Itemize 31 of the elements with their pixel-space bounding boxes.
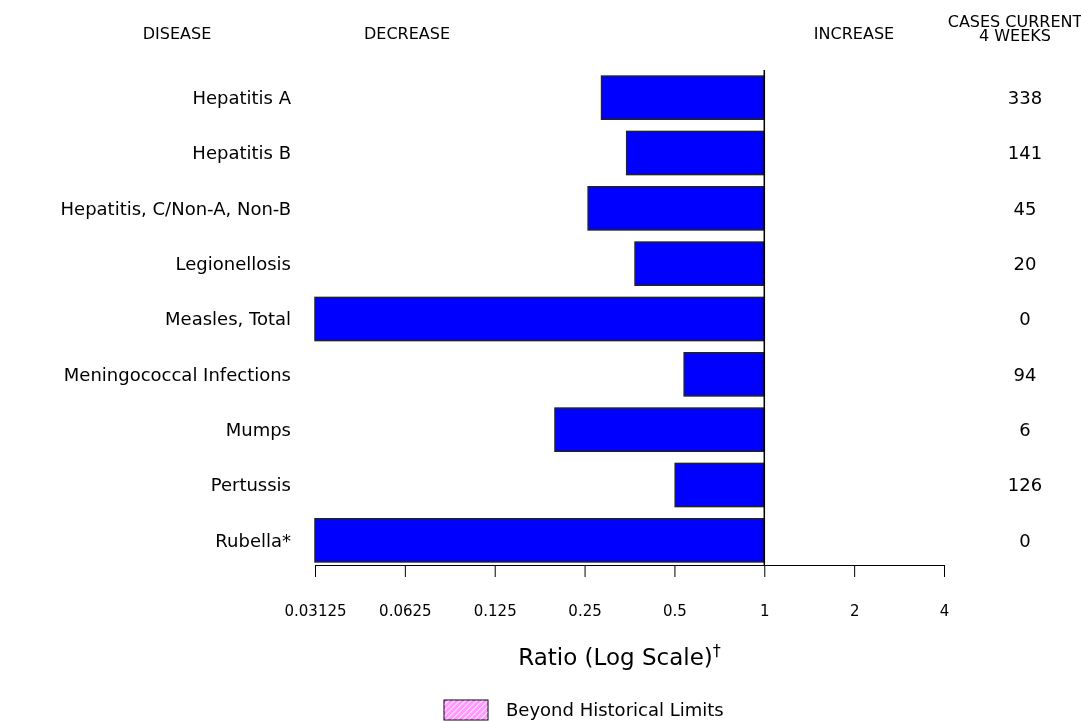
x-tick-label: 0.0625 xyxy=(379,601,432,620)
y-tick-label: Meningococcal Infections xyxy=(63,363,291,385)
text: DISEASE xyxy=(142,24,212,43)
x-tick-label: 0.03125 xyxy=(284,601,347,620)
text: 338 xyxy=(1007,86,1043,108)
text: 45 xyxy=(1013,197,1037,219)
text: 94 xyxy=(1013,363,1037,385)
y-tick-label: Rubella* xyxy=(215,529,291,551)
text: 0 xyxy=(1019,308,1031,330)
text: INCREASE xyxy=(813,24,895,43)
text: 0 xyxy=(1019,529,1031,551)
text: DECREASE xyxy=(363,24,451,43)
y-tick-label: Hepatitis, C/Non-A, Non-B xyxy=(60,197,291,219)
x-tick-label: 2 xyxy=(849,601,860,620)
x-axis-title: Ratio (Log Scale)$^{†}$ xyxy=(518,640,721,670)
x-tick-label: 1 xyxy=(760,601,770,620)
x-tick-label: 0.5 xyxy=(663,601,687,620)
text: 141 xyxy=(1007,142,1043,164)
x-tick-label: 4 xyxy=(939,601,950,620)
y-tick-label: Hepatitis B xyxy=(192,142,291,164)
legend-label: Beyond Historical Limits xyxy=(506,699,724,721)
text: 20 xyxy=(1013,252,1037,274)
y-tick-label: Legionellosis xyxy=(175,252,291,274)
y-tick-label: Hepatitis A xyxy=(192,86,292,108)
y-tick-label: Pertussis xyxy=(210,474,291,496)
text: 6 xyxy=(1019,418,1031,440)
x-tick-label: 0.25 xyxy=(568,601,602,620)
y-tick-label: Mumps xyxy=(225,418,291,440)
y-tick-label: Measles, Total xyxy=(165,308,291,330)
x-tick-label: 0.125 xyxy=(473,601,517,620)
text: 126 xyxy=(1007,474,1043,496)
